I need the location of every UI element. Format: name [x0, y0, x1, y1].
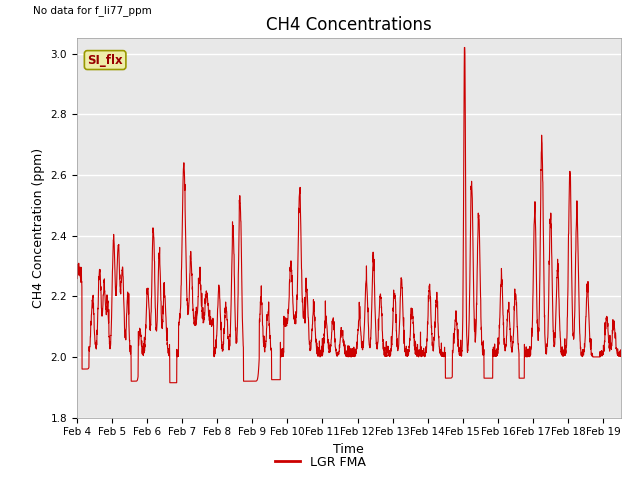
Text: No data for f_li77_ppm: No data for f_li77_ppm: [33, 5, 152, 16]
Legend: LGR FMA: LGR FMA: [269, 451, 371, 474]
Y-axis label: CH4 Concentration (ppm): CH4 Concentration (ppm): [32, 148, 45, 308]
X-axis label: Time: Time: [333, 443, 364, 456]
Text: SI_flx: SI_flx: [87, 54, 123, 67]
Title: CH4 Concentrations: CH4 Concentrations: [266, 16, 431, 34]
